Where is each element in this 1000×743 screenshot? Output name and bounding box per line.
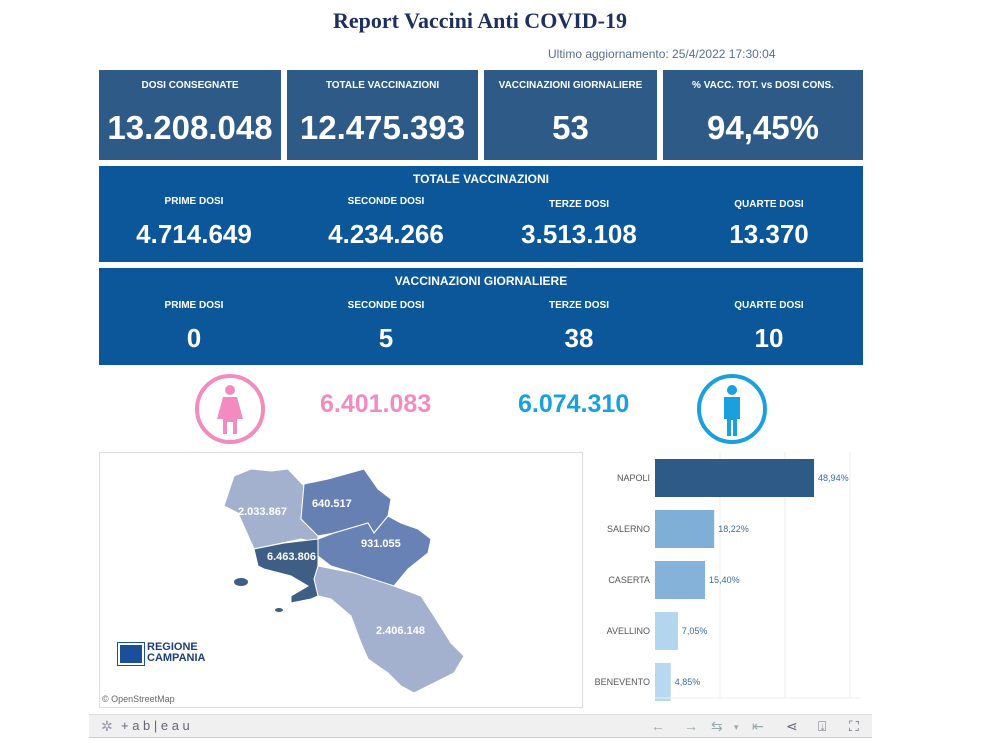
stat-value: 13.370: [729, 219, 809, 249]
map-region-salerno[interactable]: [313, 565, 465, 694]
kpi-totale-vaccinazioni: TOTALE VACCINAZIONI 12.475.393: [287, 70, 478, 160]
stat-label: SECONDE DOSI: [347, 300, 425, 311]
map-label-avellino: 931.055: [361, 538, 401, 550]
bar-value-label: 48,94%: [818, 473, 849, 483]
regione-campania-logo: REGIONE CAMPANIA: [147, 642, 205, 664]
campania-map[interactable]: 2.033.867 640.517 931.055 6.463.806 2.40…: [99, 452, 583, 708]
stat-label: TERZE DOSI: [548, 199, 609, 210]
female-count: 6.401.083: [320, 390, 432, 418]
stat-terze-dosi: TERZE DOSI 38: [484, 300, 674, 354]
stat-label: QUARTE DOSI: [734, 199, 804, 210]
map-label-salerno: 2.406.148: [376, 625, 425, 637]
stat-value: 5: [378, 323, 394, 353]
stat-value: 0: [186, 323, 202, 353]
bar-avellino[interactable]: [655, 612, 678, 650]
redo-icon[interactable]: →: [684, 718, 698, 734]
stat-quarte-dosi: QUARTE DOSI 13.370: [674, 199, 864, 250]
bar-salerno[interactable]: [655, 510, 715, 548]
kpi-value: 94,45%: [707, 109, 819, 146]
kpi-label: TOTALE VACCINAZIONI: [325, 80, 440, 91]
male-icon: [697, 374, 767, 444]
logo-line: REGIONE: [147, 641, 198, 653]
stat-label: PRIME DOSI: [164, 300, 224, 311]
bar-napoli[interactable]: [655, 459, 815, 497]
stat-value: 38: [564, 323, 594, 353]
fullscreen-icon[interactable]: ⛶: [849, 718, 859, 734]
panel-title: VACCINAZIONI GIORNALIERE: [394, 274, 568, 288]
map-attribution[interactable]: © OpenStreetMap: [102, 694, 175, 704]
revert-icon[interactable]: ⇆: [711, 718, 723, 734]
bar-category-label: CASERTA: [608, 575, 650, 585]
bar-value-label: 18,22%: [718, 524, 749, 534]
map-label-benevento: 640.517: [312, 498, 352, 510]
stat-value: 4.714.649: [136, 219, 252, 249]
bar-caserta[interactable]: [655, 561, 706, 599]
stat-label: TERZE DOSI: [548, 300, 609, 311]
kpi-percentuale: % VACC. TOT. vs DOSI CONS. 94,45%: [663, 70, 863, 160]
province-bar-chart: NAPOLI 48,94% SALERNO 18,22% CASERTA 15,40% AV…: [590, 452, 870, 708]
stat-value: 10: [754, 323, 784, 353]
bar-value-label: 7,05%: [682, 626, 708, 636]
map-island-ischia: [234, 578, 248, 586]
page-title: Report Vaccini Anti COVID-19: [333, 8, 627, 33]
kpi-label: % VACC. TOT. vs DOSI CONS.: [692, 80, 834, 91]
kpi-value: 53: [552, 109, 589, 146]
stat-terze-dosi: TERZE DOSI 3.513.108: [484, 199, 674, 250]
stat-seconde-dosi: SECONDE DOSI 5: [291, 300, 481, 354]
stat-prime-dosi: PRIME DOSI 4.714.649: [99, 196, 289, 250]
kpi-dosi-consegnate: DOSI CONSEGNATE 13.208.048: [99, 70, 281, 160]
tableau-brand[interactable]: + a b | e a u: [121, 718, 190, 733]
stat-label: PRIME DOSI: [164, 196, 224, 207]
kpi-vaccinazioni-giornaliere: VACCINAZIONI GIORNALIERE 53: [484, 70, 657, 160]
female-icon: [195, 374, 265, 444]
bar-category-label: AVELLINO: [607, 626, 650, 636]
bar-value-label: 4,85%: [675, 677, 701, 687]
bar-value-label: 15,40%: [709, 575, 740, 585]
kpi-value: 12.475.393: [299, 109, 466, 146]
panel-title: TOTALE VACCINAZIONI: [413, 172, 549, 186]
share-icon[interactable]: ⋖: [786, 718, 798, 734]
stat-seconde-dosi: SECONDE DOSI 4.234.266: [291, 196, 481, 250]
bar-benevento[interactable]: [655, 663, 671, 701]
reset-icon[interactable]: ⇤: [752, 718, 764, 734]
bar-category-label: SALERNO: [607, 524, 650, 534]
kpi-label: VACCINAZIONI GIORNALIERE: [498, 80, 643, 91]
undo-icon[interactable]: ←: [651, 718, 665, 734]
stat-quarte-dosi: QUARTE DOSI 10: [674, 300, 864, 354]
map-region-napoli[interactable]: [253, 538, 319, 604]
chevron-down-icon[interactable]: ▾: [734, 722, 739, 732]
bar-category-label: BENEVENTO: [595, 677, 650, 687]
last-updated: Ultimo aggiornamento: 25/4/2022 17:30:04: [548, 47, 776, 61]
stat-value: 3.513.108: [521, 219, 637, 249]
stat-value: 4.234.266: [328, 219, 444, 249]
map-label-napoli: 6.463.806: [267, 551, 316, 563]
tableau-logo-icon: ✲: [101, 718, 113, 734]
download-icon[interactable]: ⍗: [818, 718, 827, 734]
logo-line: CAMPANIA: [147, 652, 206, 664]
male-count: 6.074.310: [518, 390, 630, 418]
map-island-capri: [275, 608, 283, 612]
tableau-toolbar: ✲ + a b | e a u ← → ⇆ ▾ ⇤ ⋖ ⍗ ⛶: [89, 714, 872, 738]
stat-label: QUARTE DOSI: [734, 300, 804, 311]
bar-category-label: NAPOLI: [617, 473, 650, 483]
stat-label: SECONDE DOSI: [347, 196, 425, 207]
totale-vaccinazioni-panel: TOTALE VACCINAZIONI PRIME DOSI 4.714.649 …: [99, 166, 863, 262]
map-label-caserta: 2.033.867: [238, 506, 287, 518]
vaccinazioni-giornaliere-panel: VACCINAZIONI GIORNALIERE PRIME DOSI 0 SEC…: [99, 268, 863, 365]
regione-campania-logo-icon: [117, 642, 145, 666]
kpi-label: DOSI CONSEGNATE: [141, 80, 239, 91]
stat-prime-dosi: PRIME DOSI 0: [99, 300, 289, 354]
kpi-value: 13.208.048: [107, 109, 273, 146]
